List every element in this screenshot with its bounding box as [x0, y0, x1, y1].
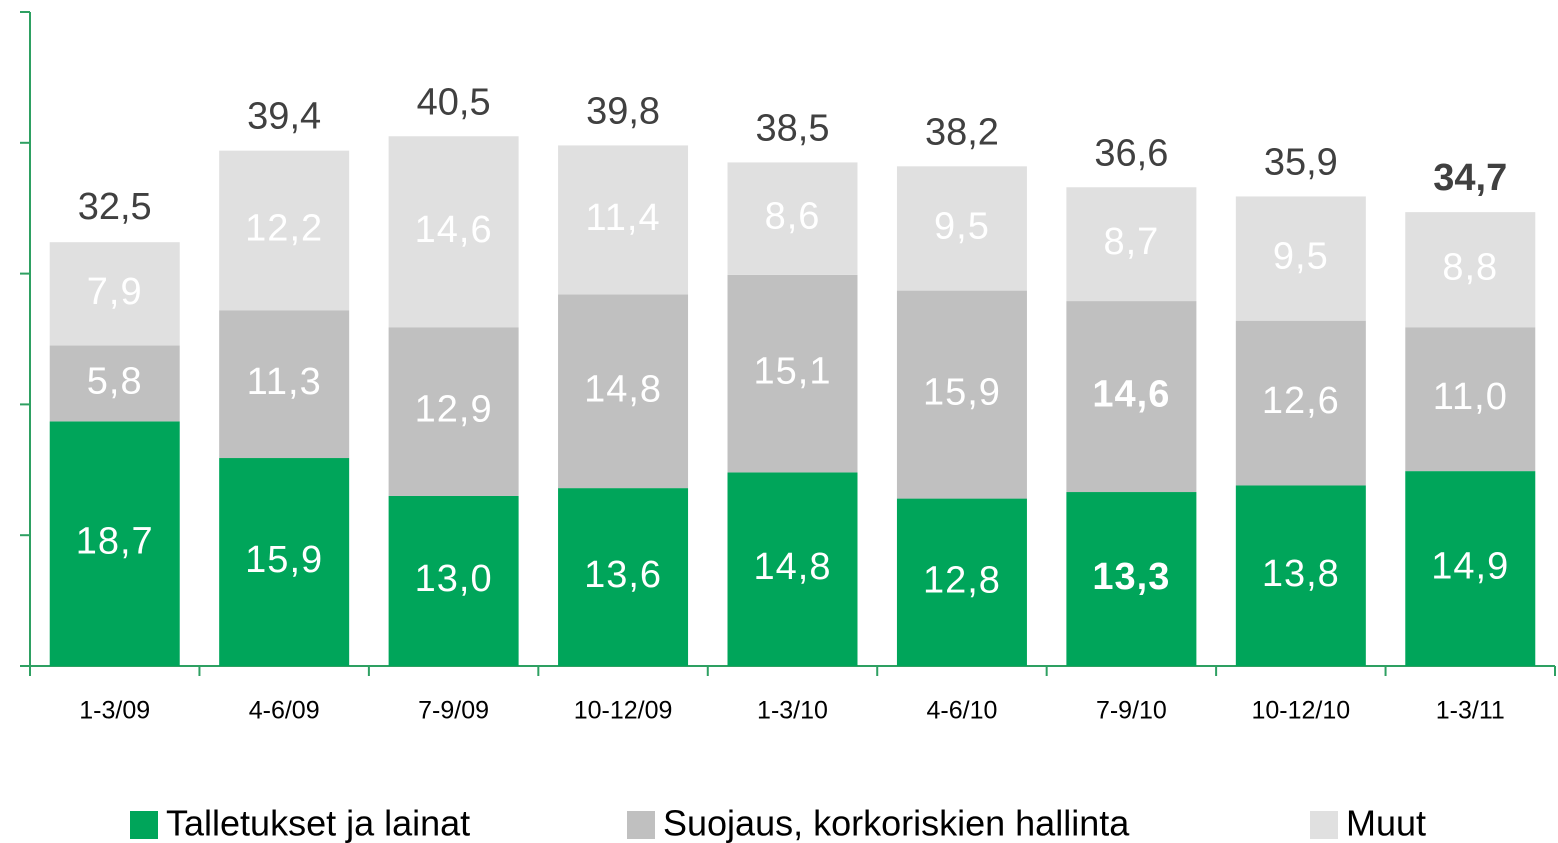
- value-label: 9,5: [1273, 236, 1329, 278]
- value-label: 8,6: [765, 196, 821, 238]
- bar-segment: [1405, 471, 1536, 666]
- legend-label: Talletukset ja lainat: [166, 803, 470, 843]
- value-label: 12,9: [415, 389, 493, 431]
- bar-segment: [1235, 485, 1366, 666]
- legend-swatch: [627, 811, 655, 839]
- bar-segment: [219, 458, 350, 666]
- bar-segment: [1066, 492, 1197, 666]
- total-label: 35,9: [1264, 141, 1338, 183]
- value-label: 14,6: [415, 209, 493, 251]
- value-label: 14,6: [1092, 374, 1170, 416]
- total-label: 36,6: [1094, 132, 1168, 174]
- value-label: 8,7: [1103, 221, 1159, 263]
- value-label: 11,3: [247, 361, 322, 403]
- bar-segment: [727, 274, 858, 473]
- x-tick-label: 7-9/10: [1096, 697, 1167, 725]
- value-label: 14,8: [584, 368, 662, 410]
- value-label: 15,9: [923, 372, 1001, 414]
- bar-segment: [219, 310, 350, 459]
- x-tick-label: 1-3/11: [1436, 697, 1505, 725]
- value-label: 13,6: [584, 554, 662, 596]
- x-tick-label: 10-12/09: [574, 697, 673, 725]
- value-label: 15,9: [245, 539, 323, 581]
- value-label: 7,9: [87, 271, 143, 313]
- bar-segment: [219, 150, 350, 311]
- bar-segment: [727, 162, 858, 275]
- value-label: 9,5: [934, 206, 990, 248]
- x-tick-label: 7-9/09: [418, 697, 489, 725]
- value-label: 15,1: [754, 351, 832, 393]
- total-label: 39,4: [247, 96, 321, 138]
- bar-segment: [1066, 187, 1197, 302]
- x-tick-label: 10-12/10: [1251, 697, 1350, 725]
- value-label: 14,9: [1431, 546, 1509, 588]
- value-label: 12,6: [1262, 380, 1340, 422]
- bar-segment: [1405, 212, 1536, 328]
- legend-swatch: [130, 811, 158, 839]
- bar-segment: [896, 290, 1027, 499]
- bar-segment: [49, 242, 180, 346]
- bar-segment: [388, 327, 519, 496]
- bar-segment: [558, 488, 689, 666]
- value-label: 12,2: [245, 207, 323, 249]
- x-tick-label: 4-6/10: [926, 697, 997, 725]
- bar-segment: [49, 345, 180, 422]
- legend-swatch: [1310, 811, 1338, 839]
- bar-segment: [896, 498, 1027, 666]
- total-label: 39,8: [586, 90, 660, 132]
- bar-segment: [388, 495, 519, 666]
- bar-segment: [896, 166, 1027, 291]
- value-label: 12,8: [923, 559, 1001, 601]
- bar-segment: [388, 136, 519, 328]
- bar-segment: [558, 145, 689, 295]
- bar-segment: [1235, 196, 1366, 321]
- bar-segment: [1235, 320, 1366, 486]
- bar-segment: [558, 294, 689, 489]
- x-tick-label: 4-6/09: [249, 697, 320, 725]
- x-tick-label: 1-3/09: [79, 697, 150, 725]
- value-label: 14,8: [754, 546, 832, 588]
- total-label: 34,7: [1433, 157, 1507, 199]
- total-label: 32,5: [78, 186, 152, 228]
- total-label: 38,5: [756, 107, 830, 149]
- value-label: 11,0: [1433, 376, 1508, 418]
- bar-segment: [1066, 301, 1197, 493]
- value-label: 8,8: [1442, 247, 1498, 289]
- total-label: 38,2: [925, 111, 999, 153]
- bar-segment: [49, 421, 180, 666]
- value-label: 5,8: [87, 361, 143, 403]
- bar-segment: [727, 472, 858, 666]
- value-label: 13,0: [415, 558, 493, 600]
- legend-label: Muut: [1346, 803, 1426, 843]
- total-label: 40,5: [417, 81, 491, 123]
- bar-segment: [1405, 327, 1536, 472]
- value-label: 11,4: [585, 197, 660, 239]
- value-label: 13,8: [1262, 553, 1340, 595]
- legend-label: Suojaus, korkoriskien hallinta: [663, 803, 1130, 843]
- x-tick-label: 1-3/10: [757, 697, 828, 725]
- value-label: 13,3: [1092, 556, 1170, 598]
- value-label: 18,7: [76, 521, 154, 563]
